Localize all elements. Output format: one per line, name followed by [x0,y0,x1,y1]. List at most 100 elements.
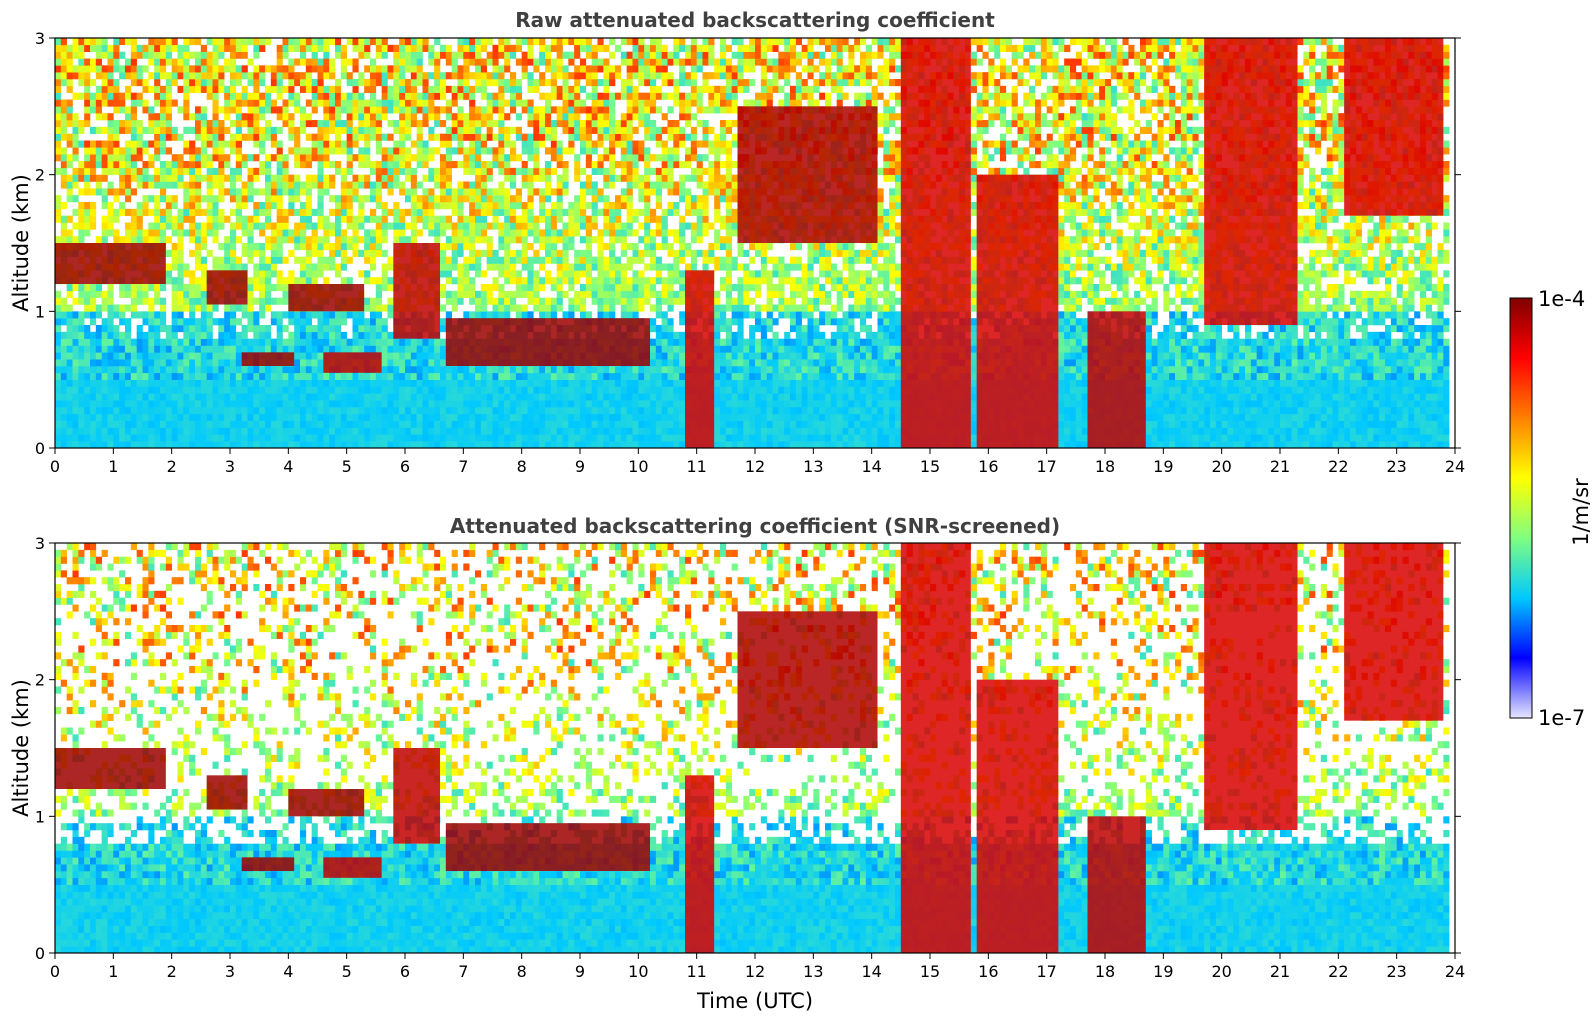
heatmap-cell [206,229,213,237]
heatmap-cell [399,352,406,360]
heatmap-cell [615,236,622,244]
heatmap-cell [591,195,598,203]
heatmap-cell [101,441,108,449]
heatmap-cell [346,106,353,114]
heatmap-cell [224,256,231,264]
heatmap-cell [591,126,598,134]
heatmap-cell [60,311,67,319]
heatmap-cell [247,222,254,230]
heatmap-cell [545,161,552,169]
heatmap-cell [335,263,342,271]
heatmap-cell [533,249,540,257]
heatmap-cell [609,284,616,292]
heatmap-cell [230,366,237,374]
heatmap-cell [195,400,202,408]
heatmap-cell [276,195,283,203]
heatmap-cell [440,181,447,189]
heatmap-cell [95,434,102,442]
heatmap-cell [381,263,388,271]
heatmap-cell [323,325,330,333]
heatmap-cell [375,72,382,80]
heatmap-cell [463,195,470,203]
heatmap-cell [620,133,627,141]
heatmap-cell [550,277,557,285]
heatmap-cell [206,318,213,326]
heatmap-cell [375,400,382,408]
heatmap-cell [218,338,225,346]
heatmap-cell [119,372,126,380]
heatmap-cell [358,79,365,87]
heatmap-cell [405,236,412,244]
heatmap-cell [521,311,528,319]
heatmap-cell [288,379,295,387]
heatmap-cell [632,229,639,237]
heatmap-cell [66,236,73,244]
heatmap-cell [370,120,377,128]
heatmap-cell [603,72,610,80]
heatmap-cell [323,147,330,155]
heatmap-cell [562,85,569,93]
heatmap-cell [247,113,254,121]
heatmap-cell [340,256,347,264]
heatmap-cell [230,181,237,189]
heatmap-cell [224,400,231,408]
heatmap-cell [130,379,137,387]
heatmap-cell [399,126,406,134]
heatmap-cell [323,236,330,244]
heatmap-cell [136,345,143,353]
heatmap-cell [638,407,645,415]
heatmap-cell [183,215,190,223]
heatmap-cell [212,72,219,80]
heatmap-cell [405,188,412,196]
heatmap-cell [276,208,283,216]
heatmap-cell [224,85,231,93]
heatmap-cell [171,79,178,87]
heatmap-cell [445,133,452,141]
heatmap-cell [136,434,143,442]
heatmap-cell [224,441,231,449]
heatmap-cell [375,38,382,46]
heatmap-cell [597,167,604,175]
heatmap-cell [375,65,382,73]
heatmap-cell [276,44,283,52]
heatmap-cell [195,51,202,59]
heatmap-cell [195,345,202,353]
heatmap-cell [241,325,248,333]
heatmap-cell [300,352,307,360]
heatmap-cell [78,441,85,449]
heatmap-cell [235,386,242,394]
heatmap-cell [626,393,633,401]
heatmap-cell [247,236,254,244]
heatmap-cell [475,113,482,121]
heatmap-cell [358,181,365,189]
heatmap-cell [574,379,581,387]
heatmap-cell [72,318,79,326]
heatmap-cell [160,345,167,353]
heatmap-cell [480,202,487,210]
heatmap-cell [282,413,289,421]
heatmap-cell [387,386,394,394]
heatmap-cell [533,174,540,182]
heatmap-cell [78,311,85,319]
heatmap-cell [375,188,382,196]
heatmap-cell [60,331,67,339]
heatmap-cell [329,413,336,421]
heatmap-cell [405,338,412,346]
heatmap-cell [107,215,114,223]
heatmap-cell [457,229,464,237]
heatmap-cell [335,140,342,148]
heatmap-cell [410,229,417,237]
heatmap-cell [125,195,132,203]
heatmap-cell [375,106,382,114]
heatmap-cell [585,188,592,196]
heatmap-cell [352,99,359,107]
heatmap-cell [160,99,167,107]
heatmap-cell [370,434,377,442]
heatmap-cell [165,92,172,100]
heatmap-cell [591,407,598,415]
heatmap-cell [562,126,569,134]
heatmap-cell [113,386,120,394]
heatmap-cell [317,249,324,257]
heatmap-cell [125,161,132,169]
heatmap-cell [445,420,452,428]
